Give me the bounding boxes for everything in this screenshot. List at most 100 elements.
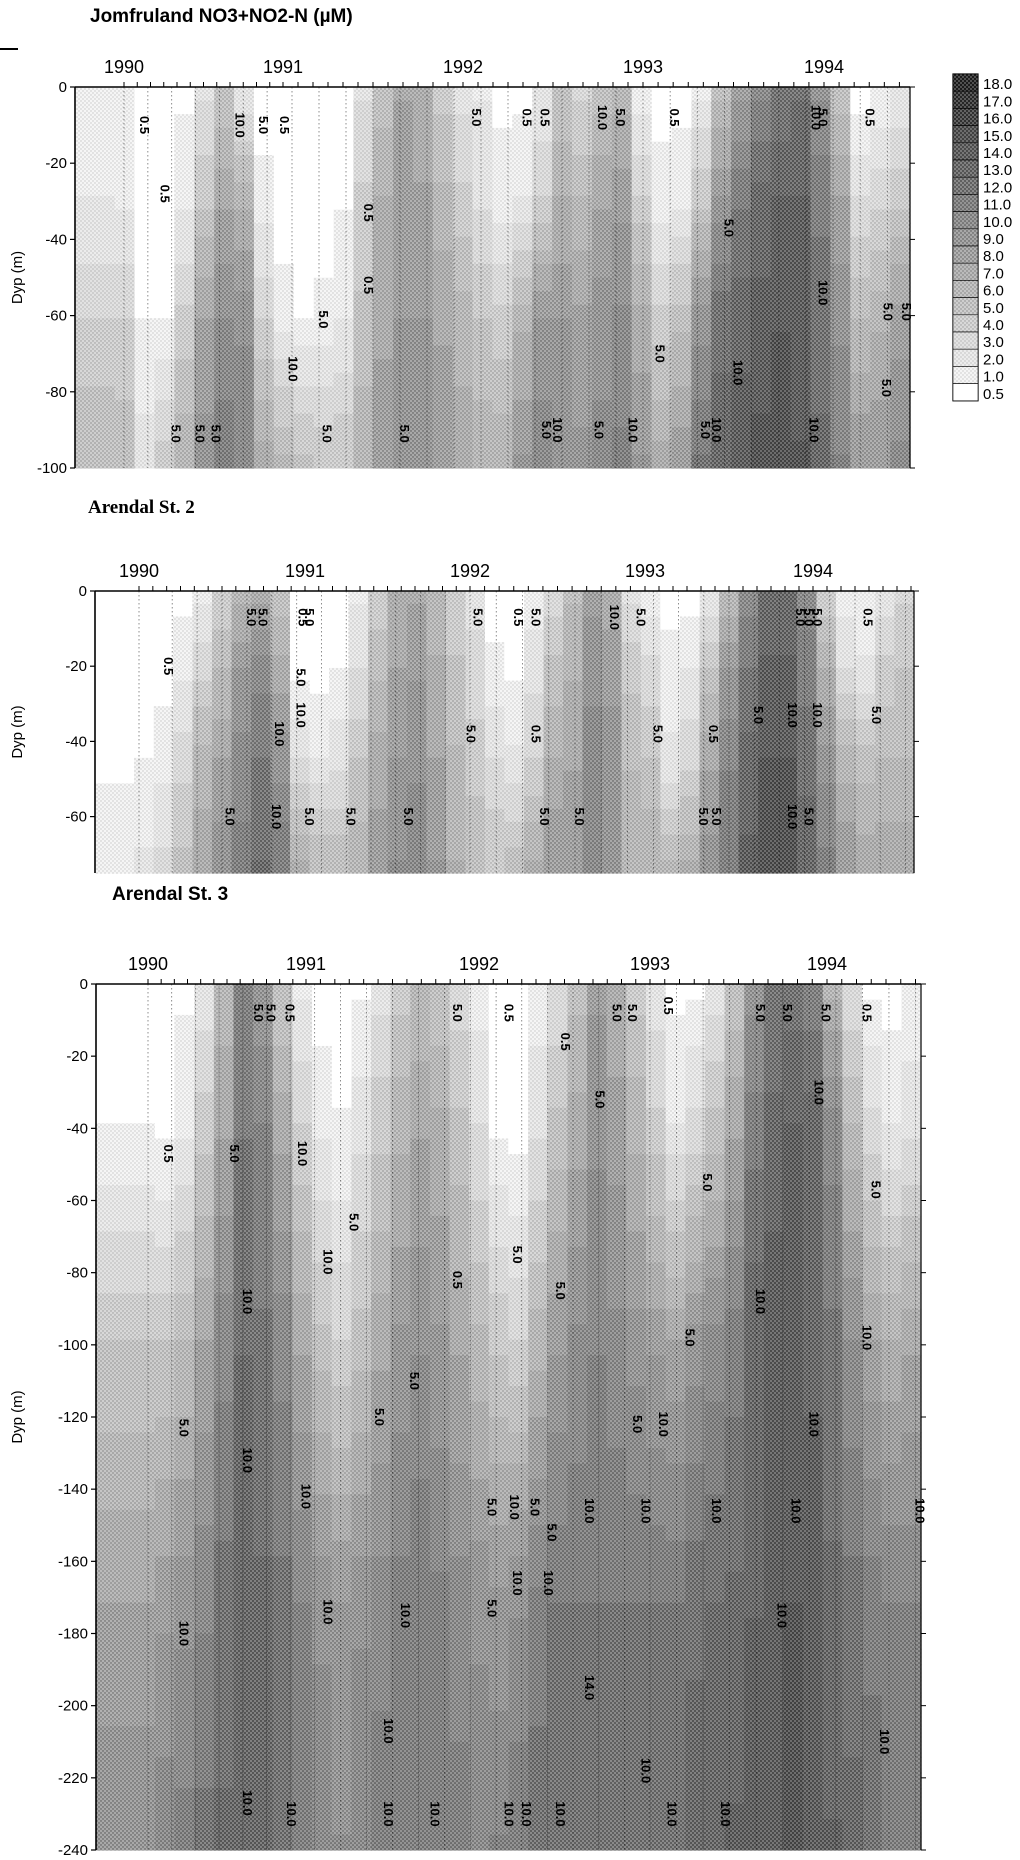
heat-cell: [253, 1401, 274, 1418]
heat-cell: [234, 304, 255, 319]
heat-cell: [862, 1633, 883, 1650]
heat-cell: [194, 1014, 215, 1031]
heat-cell: [901, 1633, 922, 1650]
contour-label: 5.0: [609, 1004, 624, 1022]
heat-cell: [290, 860, 311, 874]
heat-cell: [134, 359, 156, 374]
heat-cell: [783, 1308, 804, 1325]
heat-cell: [528, 1587, 549, 1604]
heat-cell: [233, 1308, 254, 1325]
heat-cell: [850, 195, 871, 211]
heat-cell: [312, 1262, 333, 1279]
heat-cell: [115, 1215, 136, 1233]
heat-cell: [810, 413, 832, 428]
heat-cell: [233, 1138, 254, 1155]
heat-cell: [641, 770, 662, 784]
heat-cell: [373, 250, 394, 265]
heat-cell: [567, 1401, 588, 1418]
heat-cell: [547, 1788, 569, 1805]
heat-cell: [763, 1463, 785, 1480]
heat-cell: [449, 1463, 470, 1480]
heat-cell: [567, 1710, 588, 1727]
heat-cell: [850, 454, 871, 469]
heat-cell: [504, 732, 525, 746]
heat-cell: [135, 1463, 156, 1480]
heat-cell: [685, 1355, 706, 1372]
heat-cell: [830, 195, 851, 211]
heat-cell: [685, 1788, 706, 1805]
heat-cell: [192, 603, 213, 618]
heat-cell: [75, 223, 96, 238]
heat-cell: [901, 1664, 922, 1681]
heat-cell: [114, 250, 136, 265]
heat-cell: [115, 1138, 136, 1155]
heat-cell: [134, 127, 156, 143]
heat-cell: [213, 1447, 235, 1464]
heat-cell: [115, 1246, 136, 1263]
heat-cell: [822, 1741, 844, 1758]
heat-cell: [862, 1788, 883, 1805]
heat-cell: [611, 141, 633, 156]
heat-cell: [626, 1355, 647, 1372]
heat-cell: [293, 331, 315, 347]
heat-cell: [488, 1710, 510, 1727]
heat-cell: [368, 706, 389, 720]
heat-cell: [512, 100, 533, 115]
heat-cell: [790, 277, 812, 292]
heat-cell: [646, 1355, 667, 1372]
heat-cell: [665, 1803, 686, 1820]
heat-cell: [469, 1587, 490, 1604]
heat-cell: [488, 1463, 510, 1480]
heat-cell: [115, 1076, 136, 1093]
heat-cell: [680, 860, 701, 874]
heat-cell: [797, 757, 818, 772]
heat-cell: [731, 291, 752, 306]
heat-cell: [390, 1123, 411, 1140]
heat-cell: [870, 250, 891, 265]
heat-cell: [842, 1679, 863, 1696]
legend-swatch: [952, 228, 979, 247]
heat-cell: [426, 680, 447, 695]
heat-cell: [587, 1710, 608, 1727]
heat-cell: [213, 1231, 235, 1248]
heat-cell: [154, 155, 175, 170]
heat-cell: [665, 1695, 686, 1712]
heat-cell: [452, 304, 474, 319]
heat-cell: [626, 1231, 647, 1248]
heat-cell: [836, 706, 857, 720]
heat-cell: [194, 1803, 215, 1820]
heat-cell: [114, 693, 135, 707]
heat-cell: [504, 629, 525, 643]
heat-cell: [646, 1417, 667, 1434]
heat-cell: [587, 1386, 608, 1403]
heat-cell: [449, 1262, 470, 1279]
heat-cell: [492, 223, 513, 238]
heat-cell: [680, 591, 701, 605]
heat-cell: [407, 719, 428, 733]
heat-cell: [390, 1169, 411, 1186]
heat-cell: [850, 277, 871, 292]
heat-cell: [485, 667, 506, 682]
heat-cell: [410, 1587, 431, 1604]
contour-label: 5.0: [469, 108, 484, 126]
heat-cell: [646, 1664, 667, 1681]
heat-cell: [587, 1633, 608, 1650]
heat-cell: [763, 1401, 785, 1418]
heat-cell: [429, 1045, 451, 1062]
heat-cell: [472, 291, 494, 306]
heat-cell: [894, 693, 915, 707]
heat-cell: [432, 359, 454, 374]
heat-cell: [194, 1540, 215, 1557]
heat-cell: [429, 1571, 451, 1588]
heat-cell: [390, 1107, 411, 1124]
heat-cell: [368, 603, 389, 618]
heat-cell: [273, 454, 295, 469]
heat-cell: [134, 141, 156, 156]
heat-cell: [830, 399, 851, 415]
heat-cell: [621, 744, 642, 759]
heat-cell: [724, 1215, 745, 1233]
heat-cell: [504, 834, 525, 848]
heat-cell: [862, 1169, 883, 1186]
heat-cell: [894, 757, 915, 772]
heat-cell: [449, 1618, 470, 1635]
